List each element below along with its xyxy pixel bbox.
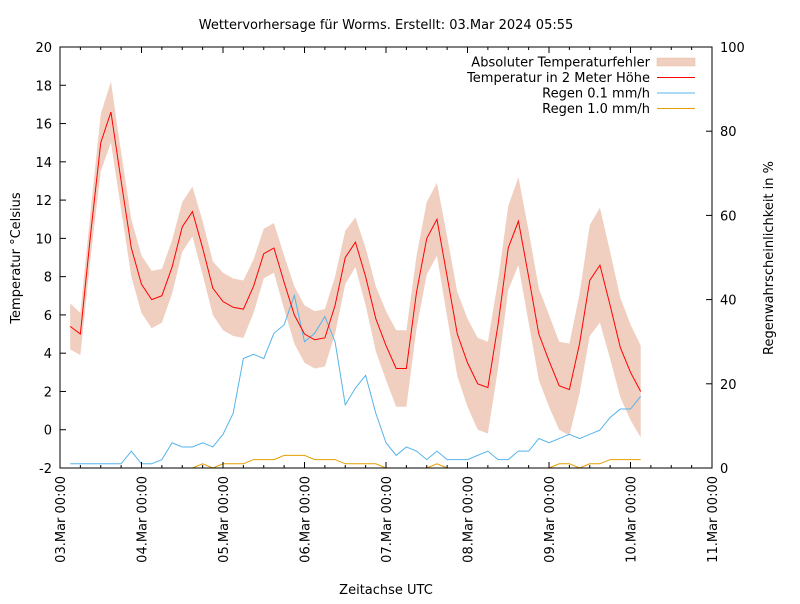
y-tick-label: 20 — [35, 41, 52, 56]
y2-tick-label: 20 — [720, 378, 737, 393]
legend-label: Absoluter Temperaturfehler — [471, 56, 650, 71]
y-tick-label: 8 — [44, 271, 52, 286]
axes: -2 0 2 4 6 8 10 12 14 16 18 20 0 20 40 60 80 100 03.Mar 00… — [35, 41, 744, 563]
x-tick-label: 03.Mar 00:00 — [54, 476, 69, 563]
y-tick-label: 2 — [44, 385, 52, 400]
y-tick-label: 0 — [44, 424, 52, 439]
y-tick-label: 10 — [35, 232, 52, 247]
legend-swatch — [656, 57, 696, 67]
y2-tick-label: 0 — [720, 462, 728, 477]
series-line-regen-0-1-mm-h — [70, 293, 642, 465]
y-tick-label: 18 — [35, 79, 52, 94]
x-tick-label: 05.Mar 00:00 — [217, 476, 232, 563]
y-tick-label: 4 — [44, 347, 52, 362]
error-band — [70, 81, 641, 438]
y-tick-label: 14 — [35, 156, 52, 171]
y-tick-label: 16 — [35, 118, 52, 133]
legend-label: Regen 0.1 mm/h — [542, 87, 650, 102]
y-axis-label: Temperatur °Celsius — [9, 192, 24, 325]
y2-tick-label: 60 — [720, 209, 737, 224]
x-axis-label: Zeitachse UTC — [339, 583, 433, 598]
y2-tick-label: 80 — [720, 125, 737, 140]
chart-title: Wettervorhersage für Worms. Erstellt: 03… — [199, 18, 574, 33]
series-line-temperatur — [69, 111, 642, 392]
x-tick-label: 04.Mar 00:00 — [136, 476, 151, 563]
x-tick-label: 09.Mar 00:00 — [543, 476, 558, 563]
x-tick-label: 11.Mar 00:00 — [706, 476, 721, 563]
y-tick-label: -2 — [39, 462, 52, 477]
x-tick-label: 08.Mar 00:00 — [462, 476, 477, 563]
y-tick-label: 12 — [35, 194, 52, 209]
y2-tick-label: 40 — [720, 294, 737, 309]
y-tick-label: 6 — [44, 309, 52, 324]
x-tick-label: 06.Mar 00:00 — [299, 476, 314, 563]
x-tick-label: 07.Mar 00:00 — [380, 476, 395, 563]
plot-area — [69, 81, 642, 469]
legend-label: Regen 1.0 mm/h — [542, 102, 650, 117]
legend-label: Temperatur in 2 Meter Höhe — [466, 71, 650, 86]
y2-tick-label: 100 — [720, 41, 745, 56]
x-tick-label: 10.Mar 00:00 — [625, 476, 640, 563]
y2-axis-label: Regenwahrscheinlichkeit in % — [762, 161, 777, 355]
